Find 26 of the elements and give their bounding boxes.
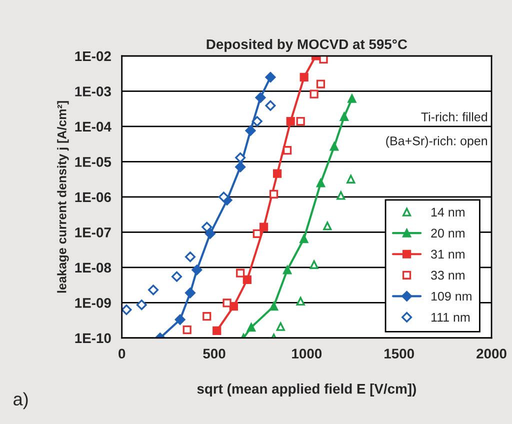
legend-label: 111 nm (431, 312, 470, 322)
annotation: Ti-rich: filled (421, 112, 488, 122)
y-tick-label: 1E-08 (75, 262, 112, 273)
x-tick-label: 2000 (476, 348, 506, 359)
y-tick-label: 1E-03 (75, 86, 111, 96)
legend-label: 31 nm (431, 250, 464, 259)
text: a) (14, 392, 28, 410)
x-tick-label: 500 (203, 348, 226, 359)
y-tick-label: 1E-09 (75, 298, 111, 308)
y-tick-label: 1E-07 (75, 228, 111, 238)
y-tick-label: 1E-06 (75, 192, 111, 202)
legend-label: 109 nm (431, 292, 472, 301)
y-tick-label: 1E-04 (75, 122, 112, 132)
y-tick-label: 1E-05 (75, 157, 112, 167)
legend-label: 33 nm (431, 270, 464, 280)
legend-label: 14 nm (431, 208, 464, 216)
x-axis-title: sqrt (mean applied field E [V/cm]) (197, 384, 416, 396)
legend-label: 20 nm (431, 228, 464, 238)
y-tick-label: 1E-10 (75, 333, 111, 344)
x-tick-label: 1500 (384, 348, 414, 359)
x-tick-label: 1000 (292, 348, 322, 359)
chart-title: Deposited by MOCVD at 595°C (206, 38, 408, 52)
y-tick-label: 1E-02 (75, 51, 111, 62)
x-tick-label: 0 (118, 348, 126, 359)
annotation: (Ba+Sr)-rich: open (386, 136, 488, 148)
y-axis-title: leakage current density j [A/cm²] (57, 101, 69, 293)
